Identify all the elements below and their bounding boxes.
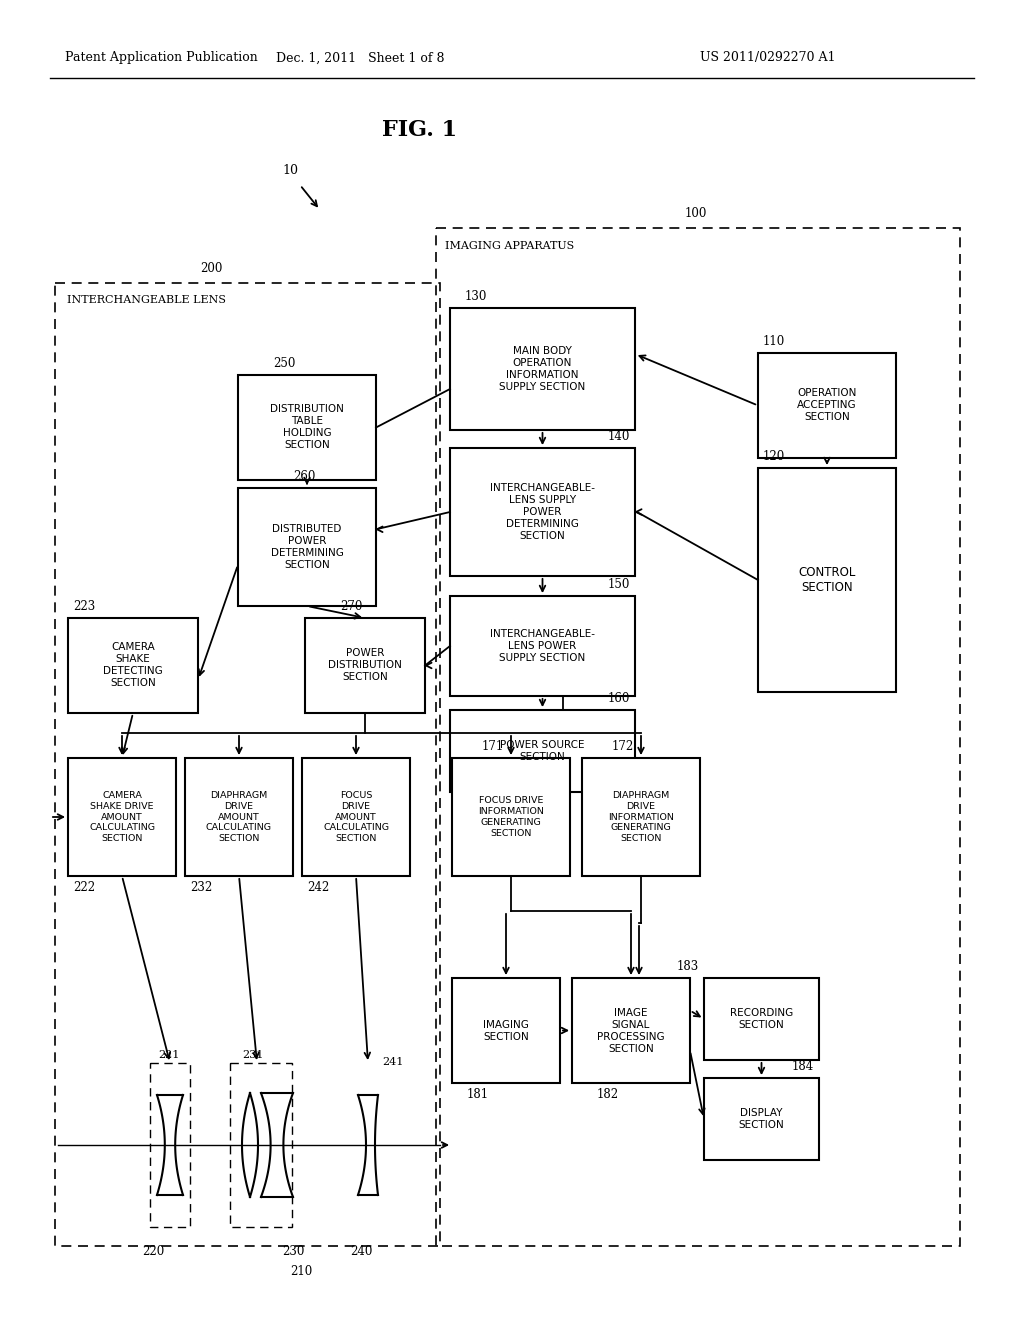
Text: 231: 231: [242, 1049, 263, 1060]
Text: POWER SOURCE
SECTION: POWER SOURCE SECTION: [501, 741, 585, 762]
Bar: [450, 447, 635, 576]
Text: 221: 221: [158, 1049, 179, 1060]
Text: 150: 150: [607, 578, 630, 591]
Text: INTERCHANGEABLE-
LENS SUPPLY
POWER
DETERMINING
SECTION: INTERCHANGEABLE- LENS SUPPLY POWER DETER…: [490, 483, 595, 541]
Text: RECORDING
SECTION: RECORDING SECTION: [730, 1008, 794, 1030]
Text: 10: 10: [282, 164, 298, 177]
Text: IMAGING
SECTION: IMAGING SECTION: [483, 1019, 529, 1041]
Bar: [302, 758, 410, 876]
Text: CAMERA
SHAKE
DETECTING
SECTION: CAMERA SHAKE DETECTING SECTION: [103, 643, 163, 689]
Bar: [68, 758, 176, 876]
Text: DISTRIBUTED
POWER
DETERMINING
SECTION: DISTRIBUTED POWER DETERMINING SECTION: [270, 524, 343, 570]
Bar: [758, 469, 896, 692]
Text: 200: 200: [200, 261, 222, 275]
Text: POWER
DISTRIBUTION
SECTION: POWER DISTRIBUTION SECTION: [328, 648, 402, 682]
Bar: [305, 618, 425, 713]
Text: 130: 130: [465, 290, 487, 304]
Text: 110: 110: [763, 335, 785, 348]
Text: 240: 240: [350, 1245, 373, 1258]
Bar: [450, 308, 635, 430]
Text: 260: 260: [293, 470, 315, 483]
Text: INTERCHANGEABLE LENS: INTERCHANGEABLE LENS: [67, 294, 226, 305]
Text: 222: 222: [73, 880, 95, 894]
Bar: [55, 282, 440, 1246]
Bar: [705, 978, 819, 1060]
Text: 183: 183: [677, 960, 699, 973]
Bar: [452, 758, 570, 876]
Bar: [582, 758, 700, 876]
Bar: [436, 228, 961, 1246]
Text: FOCUS
DRIVE
AMOUNT
CALCULATING
SECTION: FOCUS DRIVE AMOUNT CALCULATING SECTION: [323, 791, 389, 843]
Text: FOCUS DRIVE
INFORMATION
GENERATING
SECTION: FOCUS DRIVE INFORMATION GENERATING SECTI…: [478, 796, 544, 838]
Text: 250: 250: [273, 356, 295, 370]
Bar: [572, 978, 690, 1082]
Text: IMAGE
SIGNAL
PROCESSING
SECTION: IMAGE SIGNAL PROCESSING SECTION: [597, 1007, 665, 1053]
Text: 241: 241: [382, 1057, 403, 1067]
Text: 140: 140: [607, 430, 630, 444]
Text: US 2011/0292270 A1: US 2011/0292270 A1: [700, 51, 836, 65]
Text: 181: 181: [467, 1088, 489, 1101]
Text: 160: 160: [607, 692, 630, 705]
Bar: [705, 1078, 819, 1160]
Text: CAMERA
SHAKE DRIVE
AMOUNT
CALCULATING
SECTION: CAMERA SHAKE DRIVE AMOUNT CALCULATING SE…: [89, 791, 155, 843]
Text: 120: 120: [763, 450, 785, 463]
Text: 182: 182: [597, 1088, 620, 1101]
Text: 270: 270: [340, 601, 362, 612]
Text: 171: 171: [482, 741, 504, 752]
Text: 184: 184: [792, 1060, 814, 1073]
Text: 100: 100: [685, 207, 708, 220]
Text: DIAPHRAGM
DRIVE
INFORMATION
GENERATING
SECTION: DIAPHRAGM DRIVE INFORMATION GENERATING S…: [608, 791, 674, 843]
Bar: [238, 488, 376, 606]
Bar: [450, 597, 635, 696]
Text: MAIN BODY
OPERATION
INFORMATION
SUPPLY SECTION: MAIN BODY OPERATION INFORMATION SUPPLY S…: [500, 346, 586, 392]
Bar: [452, 978, 560, 1082]
Text: Patent Application Publication: Patent Application Publication: [65, 51, 258, 65]
Bar: [758, 352, 896, 458]
Bar: [238, 375, 376, 480]
Text: 172: 172: [612, 741, 634, 752]
Text: 230: 230: [282, 1245, 304, 1258]
Text: 232: 232: [190, 880, 212, 894]
Bar: [68, 618, 198, 713]
Bar: [185, 758, 293, 876]
Bar: [450, 710, 635, 792]
Text: INTERCHANGEABLE-
LENS POWER
SUPPLY SECTION: INTERCHANGEABLE- LENS POWER SUPPLY SECTI…: [490, 630, 595, 663]
Text: DISTRIBUTION
TABLE
HOLDING
SECTION: DISTRIBUTION TABLE HOLDING SECTION: [270, 404, 344, 450]
Bar: [150, 1063, 190, 1228]
Text: 210: 210: [290, 1265, 312, 1278]
Text: DISPLAY
SECTION: DISPLAY SECTION: [738, 1107, 784, 1130]
Bar: [230, 1063, 292, 1228]
Text: 220: 220: [142, 1245, 164, 1258]
Text: 223: 223: [73, 601, 95, 612]
Text: CONTROL
SECTION: CONTROL SECTION: [799, 566, 856, 594]
Text: IMAGING APPARATUS: IMAGING APPARATUS: [445, 242, 574, 251]
Text: Dec. 1, 2011   Sheet 1 of 8: Dec. 1, 2011 Sheet 1 of 8: [275, 51, 444, 65]
Text: FIG. 1: FIG. 1: [382, 119, 458, 141]
Text: OPERATION
ACCEPTING
SECTION: OPERATION ACCEPTING SECTION: [798, 388, 857, 422]
Text: 242: 242: [307, 880, 330, 894]
Text: DIAPHRAGM
DRIVE
AMOUNT
CALCULATING
SECTION: DIAPHRAGM DRIVE AMOUNT CALCULATING SECTI…: [206, 791, 272, 843]
